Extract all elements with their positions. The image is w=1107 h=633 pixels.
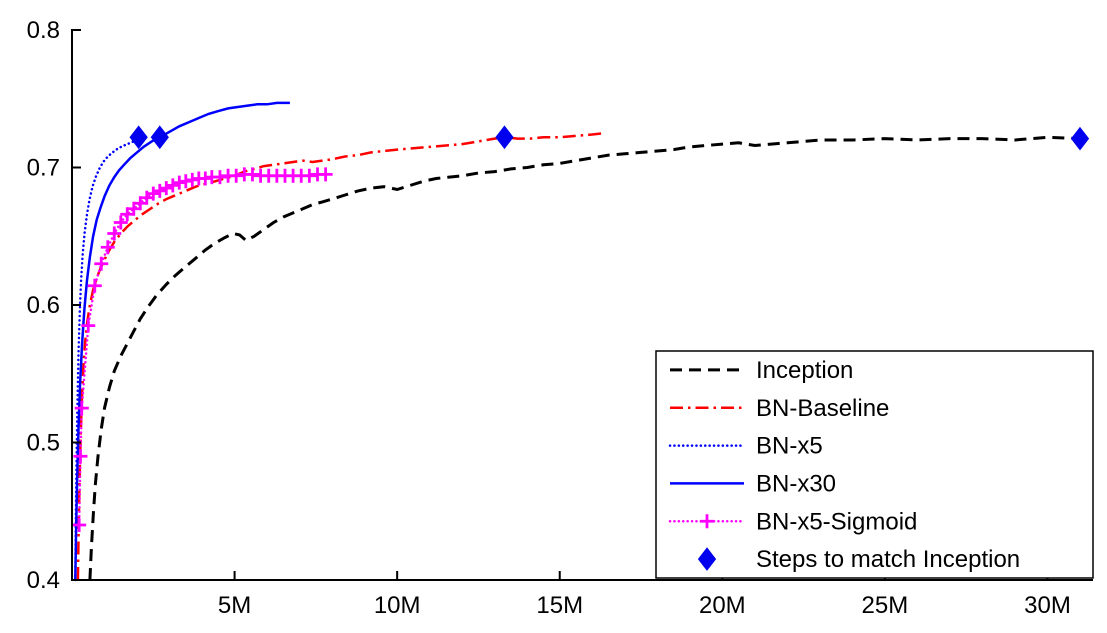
- series-bn-baseline: [76, 131, 606, 581]
- legend-label: Inception: [756, 357, 853, 384]
- legend-item-inception: Inception: [670, 357, 853, 384]
- series-bn-x30: [74, 101, 290, 581]
- series-markers-bn-x5-sigmoid: [72, 167, 333, 532]
- legend-item-bn-x5: BN-x5: [668, 433, 823, 460]
- series-markers-steps-to-match-inception: [129, 125, 1090, 151]
- diamond-marker: [495, 125, 514, 150]
- plus-marker: [72, 518, 87, 532]
- series-line-bn-x30: [74, 101, 290, 581]
- series-line-bn-x5: [74, 137, 144, 582]
- plus-marker: [100, 240, 115, 255]
- legend-item-bn-baseline: BN-Baseline: [670, 395, 889, 422]
- plus-marker: [165, 178, 180, 193]
- series-inception: [88, 135, 1081, 581]
- legend-item-bn-x30: BN-x30: [670, 470, 836, 497]
- x-tick-label: 20M: [699, 592, 746, 619]
- x-tick-label: 15M: [536, 592, 583, 619]
- plus-marker: [146, 186, 161, 201]
- y-tick-label: 0.5: [27, 430, 60, 457]
- legend-item-steps-to-match-inception: Steps to match Inception: [697, 546, 1020, 573]
- plus-marker: [700, 514, 714, 529]
- series-line-inception: [88, 135, 1081, 581]
- y-tick-label: 0.7: [27, 155, 60, 182]
- y-tick-label: 0.8: [27, 17, 60, 44]
- legend-label: BN-Baseline: [756, 395, 889, 422]
- series-line-bn-x5-sigmoid: [77, 173, 327, 527]
- legend-box: [655, 350, 1094, 579]
- diamond-marker: [129, 125, 148, 150]
- plus-marker: [81, 318, 96, 333]
- y-tick-label: 0.6: [27, 292, 60, 319]
- series-line-bn-baseline: [76, 131, 606, 581]
- plus-marker: [107, 226, 122, 241]
- plus-marker: [87, 278, 102, 293]
- plus-marker: [159, 181, 174, 196]
- x-tick-label: 5M: [218, 592, 251, 619]
- diamond-marker: [697, 547, 717, 571]
- series-steps-to-match-inception: [129, 125, 1090, 151]
- legend-label: BN-x30: [756, 470, 836, 497]
- series-bn-x5-sigmoid: [72, 167, 333, 532]
- legend-item-bn-x5-sigmoid: BN-x5-Sigmoid: [668, 508, 917, 535]
- plus-marker: [73, 449, 88, 464]
- legend-label: Steps to match Inception: [756, 546, 1020, 573]
- x-tick-label: 10M: [374, 592, 421, 619]
- diamond-marker: [1070, 126, 1090, 151]
- x-tick-label: 30M: [1024, 592, 1071, 619]
- legend-label: BN-x5-Sigmoid: [756, 508, 917, 535]
- series-bn-x5: [74, 137, 144, 582]
- x-tick-label: 25M: [862, 592, 909, 619]
- plus-marker: [318, 167, 333, 182]
- y-tick-label: 0.4: [27, 567, 60, 594]
- plus-marker: [113, 215, 128, 230]
- plus-marker: [152, 183, 167, 198]
- legend: Inception BN-Baseline BN-x5 BN-x30 BN-x5-Sig…: [655, 350, 1094, 579]
- legend-label: BN-x5: [756, 433, 823, 460]
- plus-marker: [74, 401, 89, 416]
- axes: 5M 10M 15M 20M 25M 30M 0.4 0.5 0.6 0.7 0.8: [27, 17, 1093, 619]
- plot-series: [72, 101, 1090, 582]
- plus-marker: [94, 256, 109, 271]
- diamond-marker: [150, 125, 169, 150]
